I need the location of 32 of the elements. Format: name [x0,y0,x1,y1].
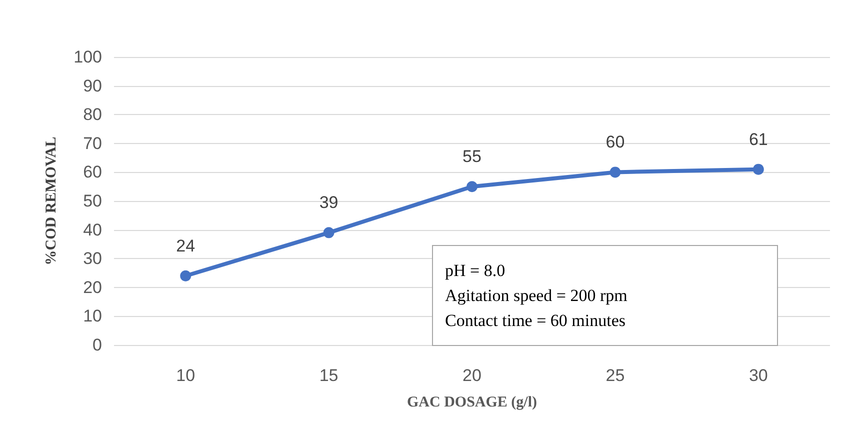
x-tick-label: 25 [606,366,625,385]
x-tick-label: 30 [748,366,768,385]
y-tick-label: 10 [83,306,102,326]
x-tick-label: 10 [176,366,196,385]
point [752,164,764,175]
point [323,227,334,238]
y-tick-label: 60 [83,162,102,182]
data-label: 39 [319,193,338,212]
y-tick-label: 20 [83,278,102,297]
y-axis-title: %COD REMOVAL [44,136,60,266]
data-label: 55 [462,147,482,166]
y-tick-label: 90 [83,76,102,96]
y-tick-label: 50 [83,192,102,210]
point [610,166,621,178]
y-tick-label: 40 [83,220,102,240]
y-tick-label: 0 [92,336,102,354]
annotation: pH = 8.0 [445,260,506,282]
y-tick-label: 30 [83,249,102,268]
point [180,270,192,282]
annotation: Contact time = 60 minutes [445,310,627,332]
text-box: pH = 8.0 Agitation speed = 200 rpm Contact time = 60 minutes [432,245,778,346]
point [466,181,478,192]
y-tick-label: 100 [74,48,102,66]
data-label: 24 [176,236,196,256]
data-label: 61 [748,130,768,149]
y-tick-label: 80 [83,105,102,124]
x-tick-label: 20 [462,366,482,385]
x-axis-title: GAC DOSAGE (g/l) [406,394,538,410]
data-label: 60 [606,132,625,152]
x-tick-label: 15 [319,366,338,385]
y-tick-label: 70 [83,134,102,153]
annotation: Agitation speed = 200 rpm [445,285,628,307]
